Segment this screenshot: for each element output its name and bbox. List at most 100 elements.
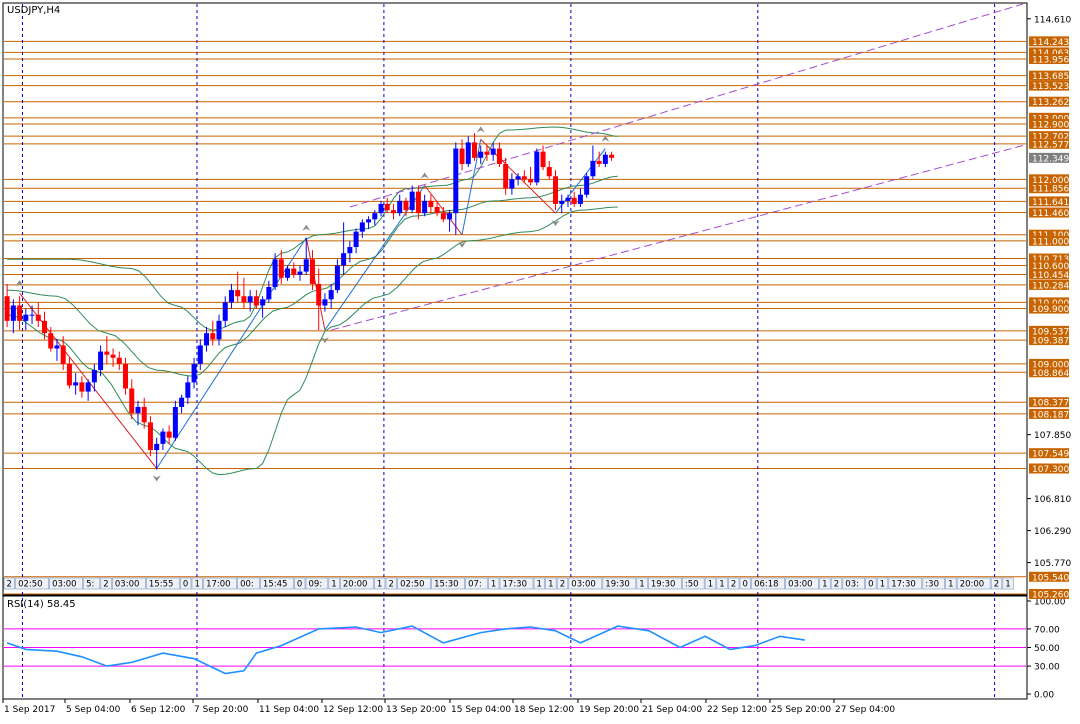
session-tag-box — [100, 577, 112, 590]
candle — [91, 363, 97, 392]
session-tag-box — [340, 577, 374, 590]
session-tag: 03:00 — [571, 580, 596, 590]
candle-body — [147, 422, 153, 451]
level-label-bg — [1029, 297, 1069, 308]
session-tag-box — [15, 577, 49, 590]
zigzag-segment — [305, 237, 326, 331]
session-tag: 19:30 — [651, 580, 676, 590]
candle — [185, 376, 191, 404]
time-label: 21 Sep 04:00 — [642, 705, 702, 715]
candle-body — [172, 406, 178, 438]
session-tag-box — [556, 577, 569, 590]
candle-body — [341, 253, 347, 266]
candle-body — [91, 370, 97, 383]
level-label-bg — [1029, 325, 1069, 336]
candle — [422, 194, 428, 217]
session-tag: 1 — [822, 580, 827, 590]
level-label-bg — [1029, 229, 1069, 240]
session-tag: 15:55 — [149, 580, 174, 590]
candle — [384, 197, 390, 214]
candle — [546, 160, 552, 180]
level-label: 107.300 — [1032, 465, 1069, 475]
candle — [79, 376, 85, 398]
candle-body — [316, 283, 322, 306]
level-label: 112.702 — [1032, 133, 1069, 143]
candle — [334, 259, 340, 294]
candle — [528, 167, 534, 186]
candle-body — [129, 388, 135, 414]
session-tag-box — [842, 577, 865, 590]
level-label-bg — [1029, 131, 1069, 142]
candle-body — [29, 314, 35, 316]
candle-body — [546, 167, 552, 177]
candle-body — [609, 154, 615, 158]
level-label-bg — [1029, 303, 1069, 314]
candle — [353, 228, 359, 254]
level-label: 110.284 — [1032, 281, 1069, 291]
session-tag: 15:30 — [434, 580, 459, 590]
candle — [471, 133, 477, 161]
candle-body — [478, 151, 484, 158]
time-label: 12 Sep 12:00 — [323, 705, 383, 715]
session-tag-box — [990, 577, 1003, 590]
candle — [129, 379, 135, 420]
level-label-bg — [1029, 260, 1069, 271]
candle-body — [359, 222, 365, 232]
candle-body — [253, 296, 259, 306]
candle-body — [98, 351, 104, 371]
candle — [266, 280, 272, 303]
session-tag-box — [636, 577, 648, 590]
candle-body — [216, 320, 222, 340]
fractal-up-arrow — [420, 172, 429, 179]
level-label: 110.713 — [1032, 255, 1069, 265]
rsi-tick-label: 100.00 — [1034, 598, 1066, 608]
candle — [322, 293, 328, 312]
level-label-bg — [1029, 54, 1069, 65]
level-label-bg — [1029, 253, 1069, 264]
candle-body — [496, 148, 502, 164]
candle — [496, 142, 502, 168]
level-label: 112.577 — [1032, 140, 1069, 150]
candle — [515, 173, 521, 186]
level-label: 105.540 — [1032, 573, 1069, 583]
candle — [110, 348, 116, 367]
time-label: 15 Sep 04:00 — [451, 705, 511, 715]
candle — [272, 253, 278, 291]
candle-body — [440, 213, 446, 220]
candle-body — [509, 179, 515, 189]
candle — [123, 357, 129, 395]
candle — [191, 357, 197, 389]
level-label: 107.549 — [1032, 450, 1069, 460]
session-tag: 03:00 — [52, 580, 77, 590]
session-tag: 03:00 — [115, 580, 139, 590]
candle-body — [291, 268, 297, 275]
candle — [503, 157, 509, 195]
candle-body — [447, 213, 453, 220]
session-tag: 00: — [240, 580, 254, 590]
candle — [509, 173, 515, 195]
candle-body — [366, 219, 372, 223]
session-tag: 1 — [548, 580, 553, 590]
candle — [278, 250, 284, 284]
candle — [116, 351, 122, 371]
candle-body — [403, 200, 409, 211]
session-tag-box — [819, 577, 831, 590]
candle-body — [135, 406, 141, 414]
candle-body — [322, 299, 328, 306]
candle — [23, 308, 29, 331]
candle — [154, 437, 160, 470]
session-tag: 17:30 — [503, 580, 528, 590]
candle-body — [540, 151, 546, 168]
session-tag-box — [237, 577, 260, 590]
price-tick-label: 106.810 — [1034, 495, 1071, 505]
candle — [247, 290, 253, 312]
candle — [104, 336, 110, 364]
level-label: 109.000 — [1032, 360, 1069, 370]
candle — [17, 296, 23, 331]
candle-body — [42, 320, 48, 334]
candle-body — [397, 200, 403, 214]
fractal-down-arrow — [458, 241, 467, 248]
candle-body — [378, 203, 384, 214]
level-label-bg — [1029, 70, 1069, 81]
